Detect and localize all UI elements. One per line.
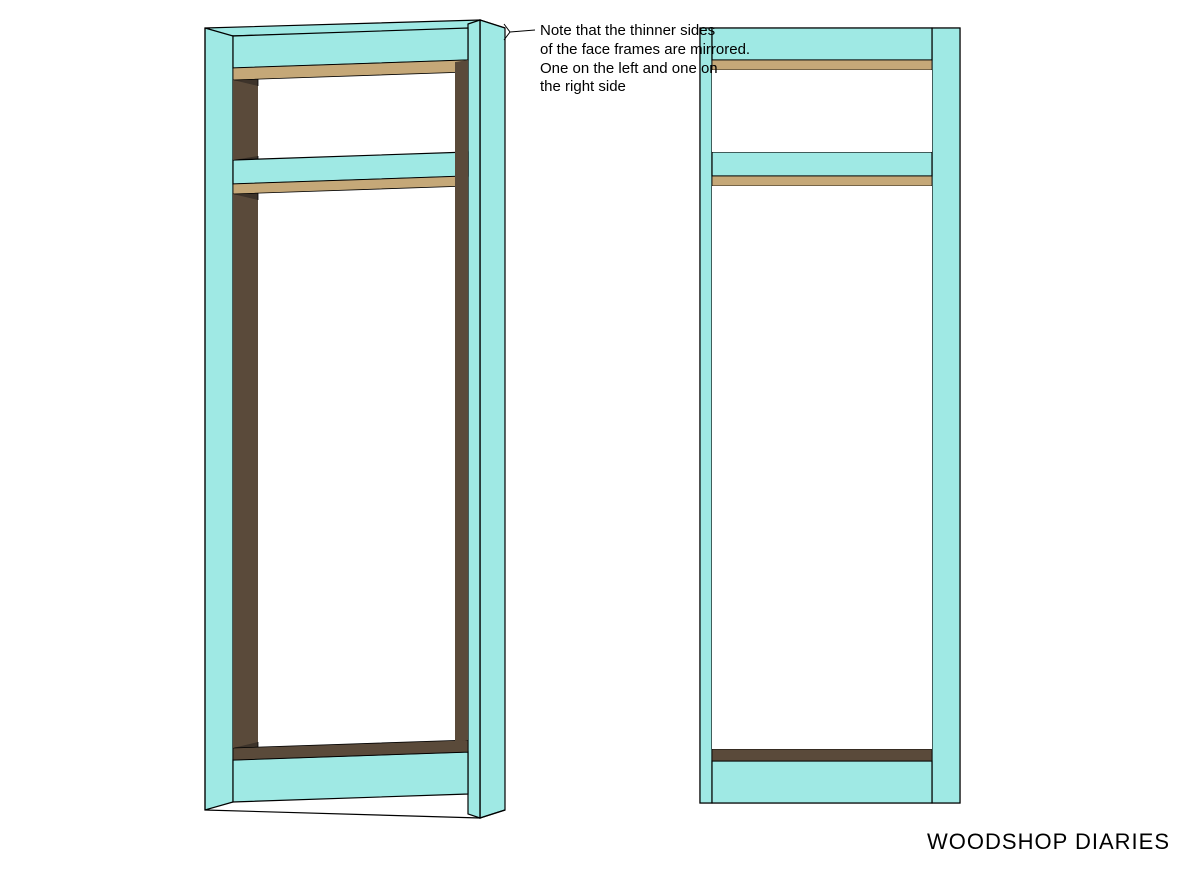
left-right-side-depth — [480, 20, 505, 818]
annotation-leader — [504, 24, 535, 40]
annotation-line4: the right side — [540, 78, 750, 97]
annotation-line3: One on the left and one on — [540, 60, 750, 79]
left-cabinet — [205, 20, 505, 818]
right-rail-mid — [712, 152, 932, 176]
diagram-canvas — [0, 0, 1200, 880]
right-stile-thin — [700, 28, 712, 803]
right-stile-wide — [932, 28, 960, 803]
annotation-text: Note that the thinner sides of the face … — [540, 22, 750, 97]
right-cabinet — [700, 28, 960, 803]
left-outline-bottom — [205, 810, 505, 818]
left-interior-right-wall — [455, 60, 468, 742]
left-stile-wide — [205, 28, 233, 810]
right-rail-bottom — [712, 761, 932, 803]
left-cubby-top-opening — [258, 78, 455, 156]
watermark: WOODSHOP DIARIES — [927, 829, 1170, 855]
annotation-line1: Note that the thinner sides — [540, 22, 750, 41]
right-main-opening — [712, 186, 932, 749]
left-main-interior-left — [233, 194, 258, 748]
left-main-opening — [258, 192, 455, 742]
annotation-line2: of the face frames are mirrored. — [540, 41, 750, 60]
left-cubby-top-interior-left — [233, 80, 258, 160]
left-rail-bottom — [233, 752, 468, 802]
left-stile-thin — [468, 20, 480, 818]
right-floor-edge — [712, 749, 932, 761]
right-shelf-under-mid — [712, 176, 932, 186]
